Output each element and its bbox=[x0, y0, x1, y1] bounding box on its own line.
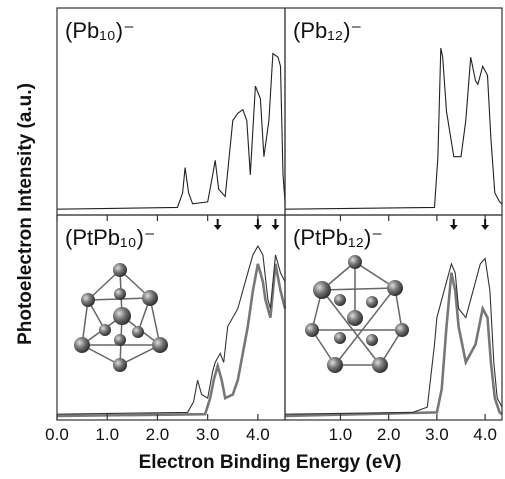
peak-arrow bbox=[253, 219, 262, 230]
peak-arrow bbox=[449, 219, 458, 230]
panel-frame bbox=[284, 214, 503, 421]
spectrum-line bbox=[56, 263, 287, 418]
x-axis-label: Electron Binding Energy (eV) bbox=[139, 452, 402, 473]
x-tick-label: 4.0 bbox=[473, 425, 497, 444]
spectrum-line bbox=[56, 244, 286, 415]
peak-arrow bbox=[213, 219, 222, 230]
spectrum-line bbox=[284, 257, 503, 415]
peak-arrow bbox=[481, 219, 490, 230]
x-tick-label: 1.0 bbox=[95, 425, 119, 444]
x-tick-label: 4.0 bbox=[246, 425, 270, 444]
x-tick-label: 1.0 bbox=[329, 425, 353, 444]
x-tick-label: 3.0 bbox=[425, 425, 449, 444]
x-tick-label: 3.0 bbox=[196, 425, 220, 444]
panel-title: (Pb₁₂)⁻ bbox=[293, 18, 362, 43]
panel-title: (PtPb₁₂)⁻ bbox=[293, 225, 383, 250]
cluster-ptpb12 bbox=[305, 255, 409, 373]
spectrum-line bbox=[284, 47, 503, 210]
peak-arrow bbox=[271, 219, 280, 230]
spectrum-line bbox=[284, 272, 503, 418]
cluster-ptpb10 bbox=[74, 263, 168, 372]
spectrum-line bbox=[56, 52, 286, 210]
x-tick-label: 2.0 bbox=[146, 425, 170, 444]
x-tick-label: 2.0 bbox=[377, 425, 401, 444]
panel-title: (PtPb₁₀)⁻ bbox=[65, 225, 156, 250]
panel-title: (Pb₁₀)⁻ bbox=[65, 18, 135, 43]
x-tick-label: 0.0 bbox=[45, 425, 69, 444]
y-axis-label: Photoelectron Intensity (a.u.) bbox=[15, 83, 36, 345]
